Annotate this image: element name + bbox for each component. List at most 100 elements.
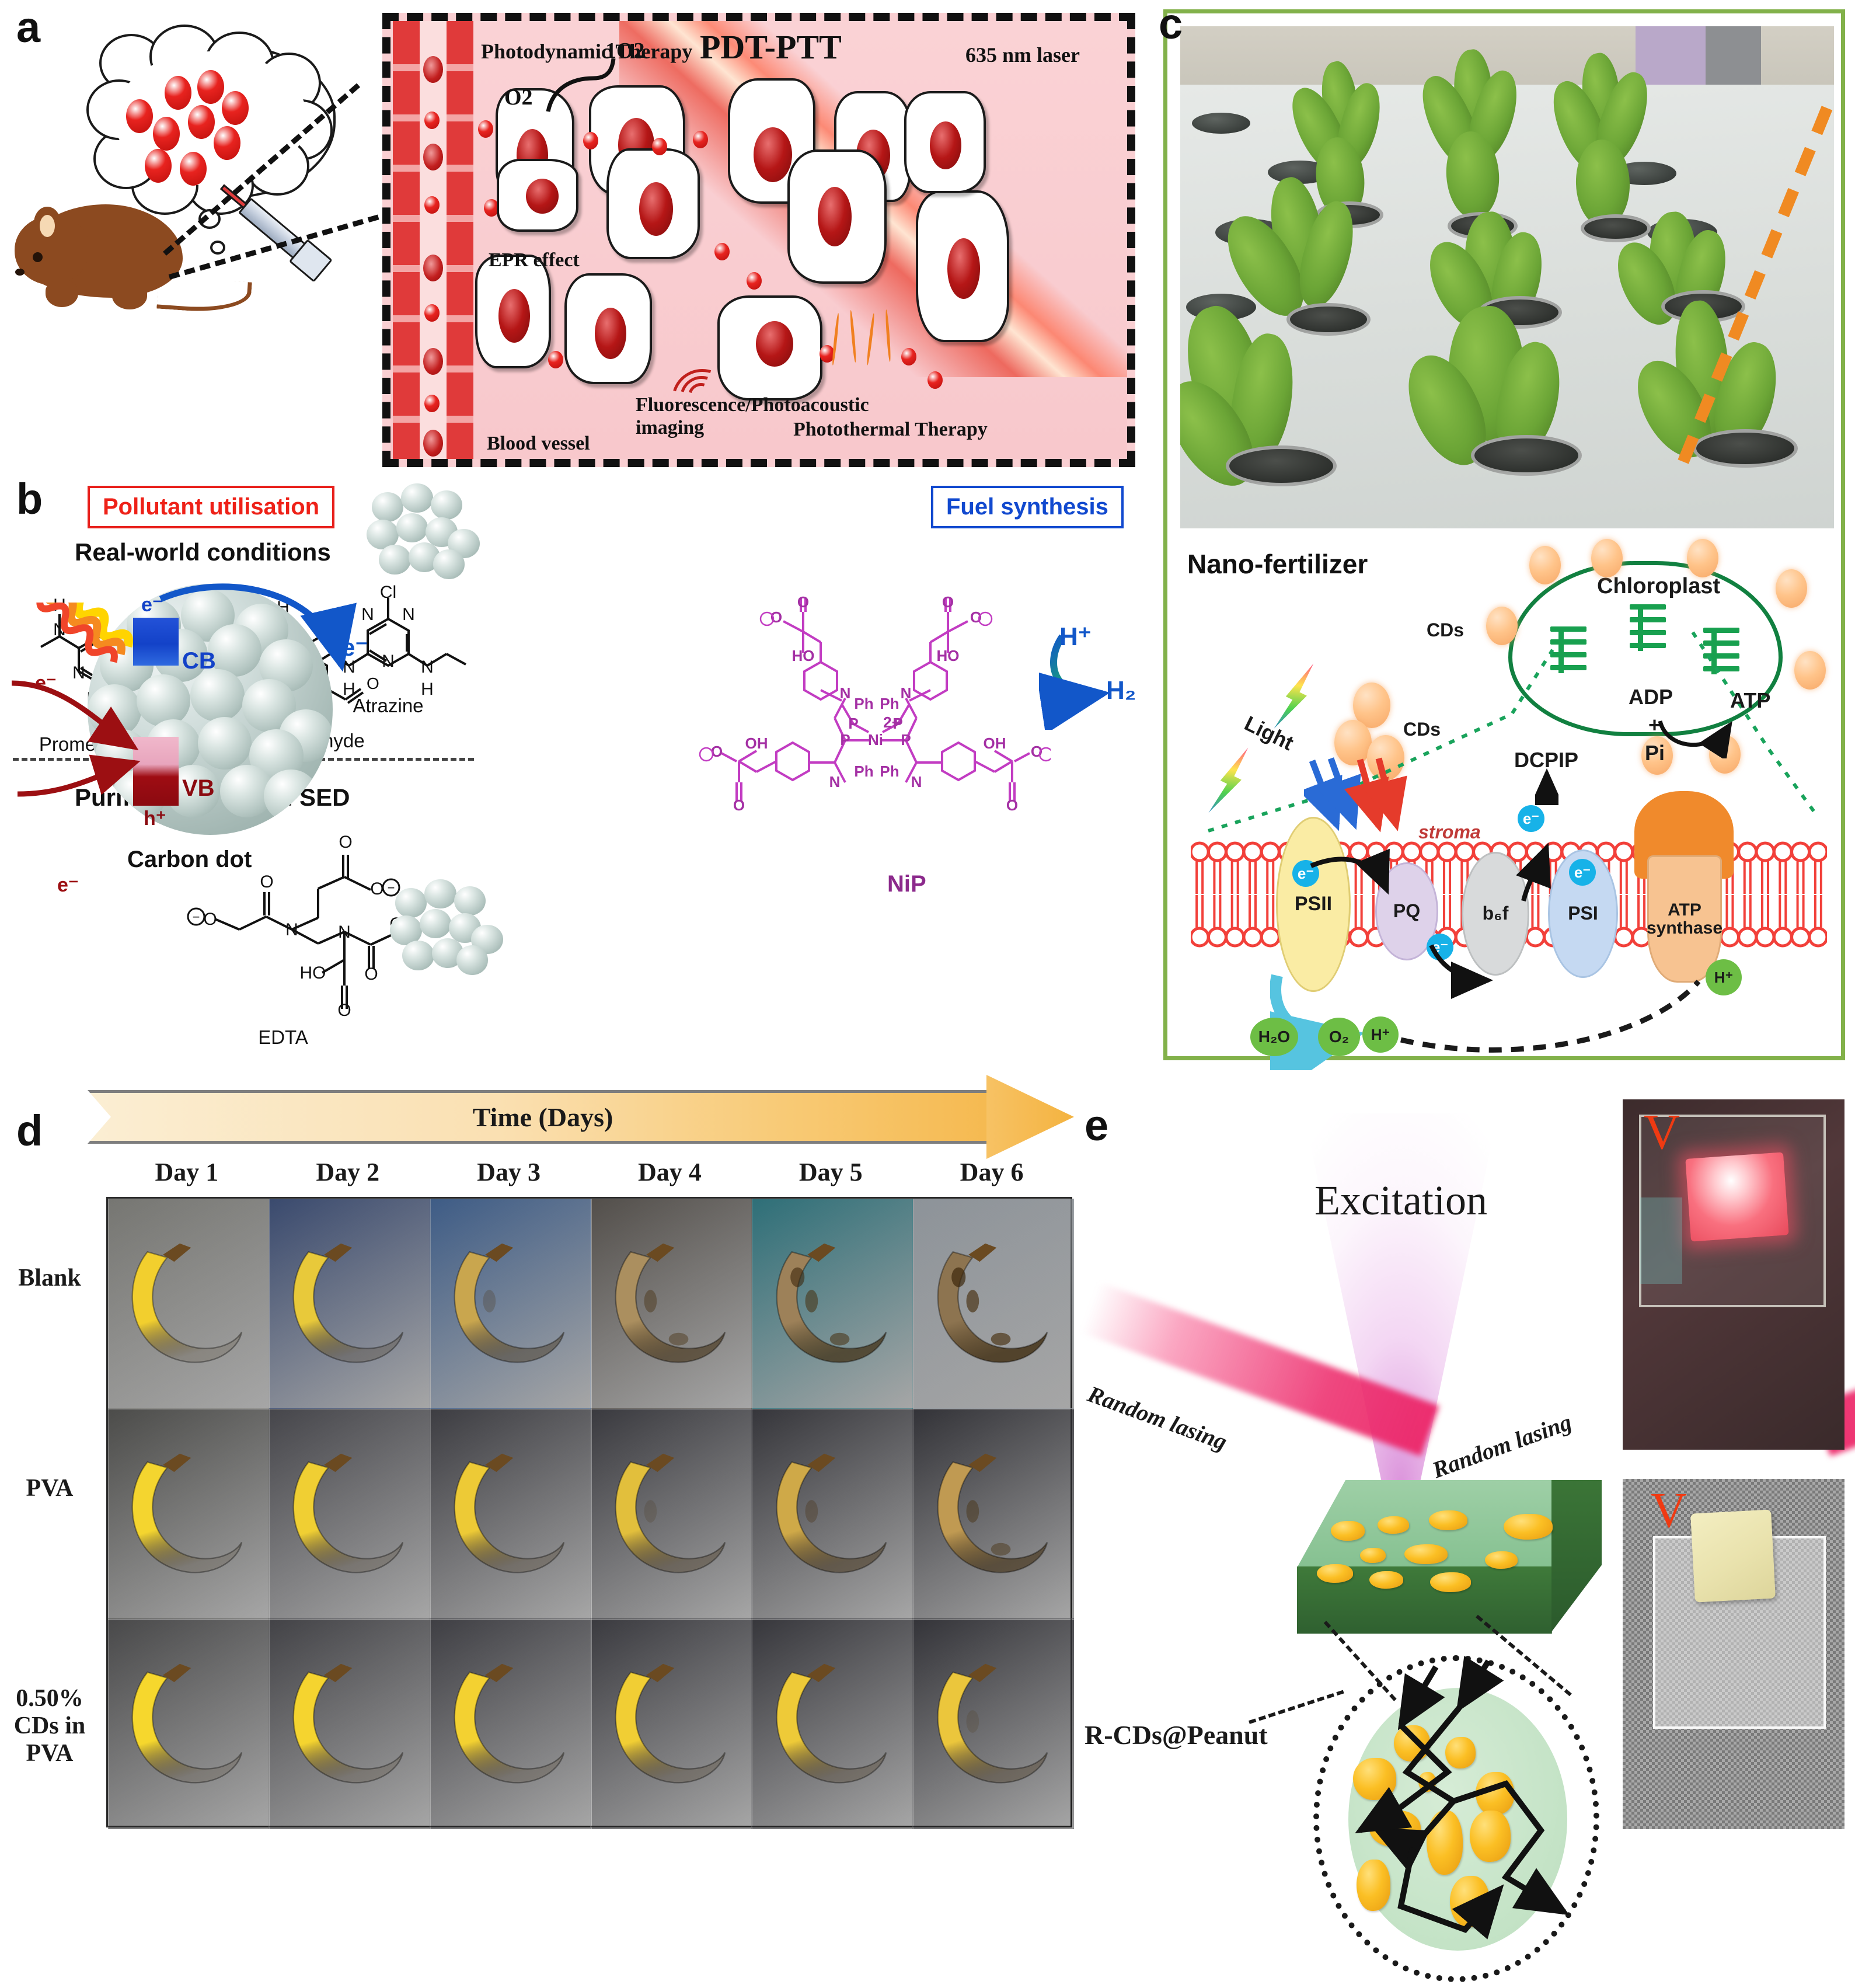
tumor-cell-dot (197, 70, 224, 104)
mouse-eye (33, 252, 43, 262)
cell-nucleus (756, 321, 793, 367)
mouse-illustration (12, 23, 385, 315)
peanut-film-slab-side (1551, 1480, 1602, 1632)
peanut-particle (1331, 1521, 1365, 1541)
tumor-cell-dot (214, 126, 240, 160)
cb-label: CB (182, 648, 216, 674)
banana-photo-cell (430, 1619, 591, 1829)
svg-text:P: P (892, 715, 902, 732)
carbon-dot-particle (652, 138, 667, 155)
tumor-cell (787, 149, 887, 284)
svg-text:O: O (711, 743, 723, 760)
carbon-dot-particle (424, 304, 440, 322)
cds-label-upper: CDs (1427, 619, 1465, 640)
proton-chip: H⁺ (1706, 959, 1742, 995)
thylakoid-stack (1630, 604, 1666, 657)
svg-text:N: N (901, 684, 912, 702)
valence-band-block (133, 737, 179, 806)
carbon-dot-particle (583, 132, 598, 149)
photothermal-wave (884, 309, 892, 363)
carbon-dot-blob (1641, 736, 1673, 775)
carbon-dot-blob (1776, 569, 1807, 608)
red-blood-cell (423, 430, 443, 457)
svg-text:P: P (901, 731, 911, 748)
hole-label-vb: h⁺ (144, 807, 166, 830)
svg-text:N: N (285, 920, 298, 939)
peanut-particle (1429, 1510, 1467, 1530)
sample-label: R-CDs@Peanut (1085, 1720, 1268, 1750)
photothermal-wave (849, 309, 857, 363)
membrane-electron-arrows (1310, 842, 1551, 999)
carbon-dot-blob (1334, 720, 1372, 765)
blood-vessel-wall (393, 21, 420, 459)
panel-a-label: a (16, 3, 41, 51)
cell-nucleus (595, 308, 626, 359)
singlet-oxygen-arrow (546, 58, 616, 112)
banana (118, 1216, 259, 1392)
svg-text:N: N (829, 773, 841, 791)
svg-text:H: H (421, 680, 434, 699)
carbon-dot-particle (928, 371, 943, 389)
chloroplast-label: Chloroplast (1597, 574, 1721, 598)
carbon-dot-particle (424, 112, 440, 129)
banana (279, 1426, 420, 1602)
peanut-particle (1369, 1571, 1403, 1589)
tumor-cell (916, 190, 1009, 342)
peanut-film-sample (1690, 1509, 1776, 1603)
carbon-dot-particle (548, 351, 563, 368)
psi-label: PSI (1568, 903, 1598, 924)
pq-label: PQ (1393, 900, 1421, 922)
banana (923, 1216, 1064, 1392)
peanut-particle (1430, 1572, 1471, 1592)
svg-text:O: O (203, 910, 217, 929)
panel-a: a (0, 0, 1144, 473)
mouse-nose (15, 269, 25, 276)
day-header: Day 2 (316, 1158, 380, 1186)
cell-nucleus (947, 238, 980, 299)
lasing-photo-illuminated: V (1623, 1099, 1844, 1450)
electron-chip: e⁻ (1518, 805, 1544, 832)
svg-text:HO: HO (937, 647, 960, 664)
light-scattering-paths (1355, 1655, 1570, 1940)
banana-photo-cell (752, 1619, 913, 1829)
peanut-particle (1317, 1564, 1353, 1583)
peanut-particle (1485, 1551, 1518, 1569)
svg-text:−: − (193, 910, 200, 924)
imaging-label: Fluorescence/Photoacoustic imaging (636, 394, 869, 439)
carbon-dot-cluster (385, 875, 508, 988)
electron-donation-arrows (12, 680, 141, 797)
red-blood-cell (423, 144, 443, 170)
peanut-particle (1360, 1548, 1386, 1563)
v-marker: V (1644, 1103, 1680, 1160)
carbon-dot-particle (424, 395, 440, 412)
svg-text:O: O (364, 965, 378, 984)
svg-text:O: O (1006, 796, 1018, 814)
tumor-cell (717, 295, 822, 401)
panel-e-label: e (1085, 1101, 1109, 1150)
sample-photo-ambient: V (1623, 1479, 1844, 1829)
adp-to-atp-arrow (1658, 720, 1732, 758)
dcpip-label: DCPIP (1514, 748, 1579, 772)
peanut-particle (1404, 1544, 1448, 1564)
day-header: Day 3 (477, 1158, 541, 1186)
carbon-dot-caption: Carbon dot (127, 847, 252, 872)
banana-photo-cell (752, 1409, 913, 1619)
electron-label-cb: e⁻ (141, 594, 163, 616)
svg-text:Cl: Cl (380, 583, 396, 602)
carbon-dot-blob (1591, 539, 1623, 577)
carbon-dot-particle (693, 131, 708, 148)
tumor-cell-dot (188, 105, 215, 139)
protein-complex-atp-synthase: ATP synthase (1647, 855, 1722, 983)
banana (923, 1637, 1064, 1812)
carbon-dot-particle (478, 120, 493, 138)
svg-text:O: O (942, 593, 954, 611)
adp-label: ADP (1629, 685, 1673, 709)
electron-donor-label-lower: e⁻ (57, 874, 79, 896)
b6f-label: b₆f (1482, 903, 1509, 924)
mouse-leg (112, 283, 147, 309)
tumor-cell-dot (126, 99, 153, 133)
carbon-dot-particle (747, 272, 762, 290)
svg-text:OH: OH (984, 734, 1006, 752)
tumor-cell (497, 159, 578, 232)
laser-label: 635 nm laser (965, 43, 1080, 67)
